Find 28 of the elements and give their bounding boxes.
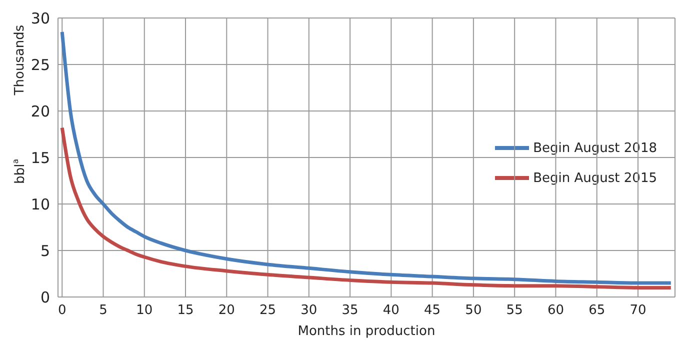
x-tick-label: 60 — [547, 303, 564, 318]
x-tick-label: 50 — [465, 303, 482, 318]
x-tick-label: 25 — [260, 303, 276, 318]
x-tick-label: 20 — [218, 303, 235, 318]
y-tick-label: 15 — [30, 148, 50, 167]
y-tick-label: 30 — [30, 9, 50, 28]
x-tick-label: 5 — [99, 303, 108, 318]
text: Thousands — [12, 24, 28, 96]
x-tick-label: 30 — [300, 303, 318, 318]
line-series — [60, 30, 673, 285]
x-tick-label: 0 — [58, 303, 66, 318]
x-tick-label: 40 — [382, 303, 400, 318]
legend-label: Begin August 2018 — [533, 140, 657, 156]
x-tick-label: 35 — [342, 303, 358, 318]
x-tick-label: 10 — [136, 303, 153, 318]
y-tick-label: 25 — [30, 56, 50, 74]
x-tick-label: 55 — [506, 303, 523, 318]
line-series — [60, 126, 673, 290]
y-tick-label: 10 — [30, 195, 50, 214]
x-tick-label: 15 — [177, 303, 194, 318]
y-tick-label: 0 — [40, 288, 50, 306]
y-tick-label: 5 — [40, 242, 50, 260]
x-tick-label: 65 — [588, 303, 606, 318]
x-tick-label: 70 — [630, 303, 646, 318]
x-tick-label: 45 — [424, 303, 441, 318]
x-axis-title: Months in production — [298, 324, 436, 339]
legend-label: Begin August 2015 — [533, 170, 657, 186]
y-tick-label: 20 — [30, 102, 50, 120]
